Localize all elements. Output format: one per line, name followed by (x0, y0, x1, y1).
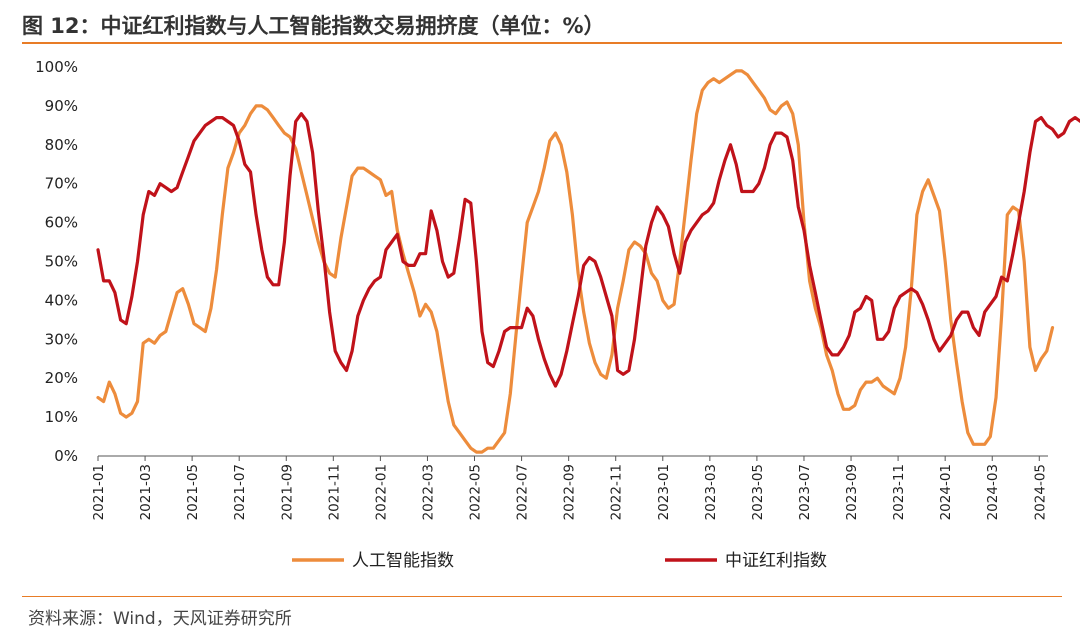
source-divider (22, 596, 1062, 597)
x-tick-label: 2023-09 (844, 464, 860, 520)
x-axis-ticks: 2021-01 2021-03 2021-05 2021-07 2021-09 2021-… (91, 456, 1048, 520)
x-tick-label: 2023-03 (703, 464, 719, 520)
source-note: 资料来源：Wind，天风证券研究所 (28, 604, 292, 629)
line-chart: 0% 10% 20% 30% 40% 50% 60% 70% 80% 90% 100% 2021-0… (0, 0, 1080, 596)
legend-label: 人工智能指数 (352, 551, 454, 571)
y-tick-label: 70% (45, 175, 78, 193)
x-tick-label: 2023-01 (656, 464, 672, 520)
y-tick-label: 0% (54, 447, 78, 465)
x-tick-label: 2023-11 (891, 464, 907, 520)
x-tick-label: 2021-01 (91, 464, 107, 520)
y-tick-label: 50% (45, 253, 78, 271)
y-tick-label: 100% (35, 58, 78, 76)
y-axis-ticks: 0% 10% 20% 30% 40% 50% 60% 70% 80% 90% 100% (35, 58, 78, 465)
x-tick-label: 2023-05 (750, 464, 766, 520)
y-tick-label: 30% (45, 330, 78, 348)
x-tick-label: 2022-05 (468, 464, 484, 520)
series-line-ai (98, 71, 1053, 452)
x-tick-label: 2021-07 (232, 464, 248, 520)
x-tick-label: 2021-11 (326, 464, 342, 520)
x-tick-label: 2022-01 (373, 464, 389, 520)
x-tick-label: 2024-01 (938, 464, 954, 520)
x-tick-label: 2022-11 (609, 464, 625, 520)
legend: 人工智能指数 中证红利指数 (292, 551, 827, 571)
x-tick-label: 2022-03 (420, 464, 436, 520)
x-tick-label: 2024-05 (1032, 464, 1048, 520)
y-tick-label: 20% (45, 369, 78, 387)
x-tick-label: 2023-07 (797, 464, 813, 520)
y-tick-label: 80% (45, 136, 78, 154)
y-tick-label: 40% (45, 291, 78, 309)
x-tick-label: 2024-03 (985, 464, 1001, 520)
y-tick-label: 60% (45, 214, 78, 232)
x-tick-label: 2022-09 (562, 464, 578, 520)
series-lines (98, 71, 1080, 452)
y-tick-label: 90% (45, 97, 78, 115)
x-tick-label: 2021-03 (138, 464, 154, 520)
x-tick-label: 2022-07 (515, 464, 531, 520)
x-tick-label: 2021-05 (185, 464, 201, 520)
x-tick-label: 2021-09 (279, 464, 295, 520)
y-tick-label: 10% (45, 408, 78, 426)
legend-label: 中证红利指数 (725, 551, 827, 571)
